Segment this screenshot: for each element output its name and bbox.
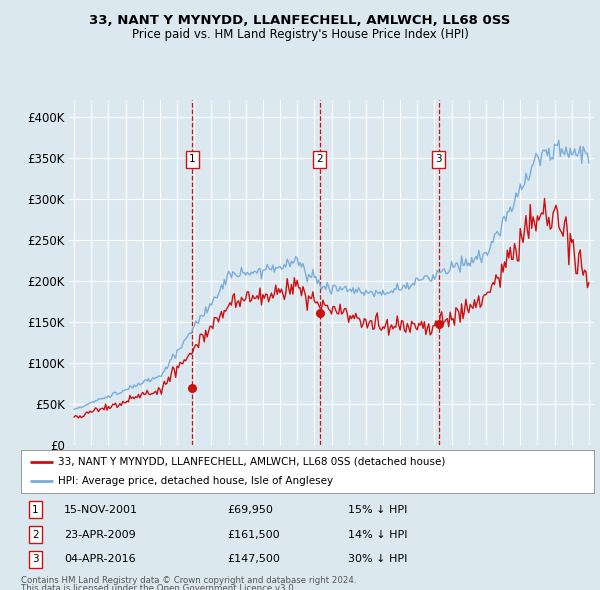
- Text: £161,500: £161,500: [227, 530, 280, 539]
- Text: 2: 2: [316, 155, 323, 165]
- Text: 15% ↓ HPI: 15% ↓ HPI: [347, 504, 407, 514]
- Text: 1: 1: [32, 504, 38, 514]
- Text: 14% ↓ HPI: 14% ↓ HPI: [347, 530, 407, 539]
- Text: 30% ↓ HPI: 30% ↓ HPI: [347, 555, 407, 565]
- Text: Price paid vs. HM Land Registry's House Price Index (HPI): Price paid vs. HM Land Registry's House …: [131, 28, 469, 41]
- Text: 04-APR-2016: 04-APR-2016: [64, 555, 136, 565]
- Text: 33, NANT Y MYNYDD, LLANFECHELL, AMLWCH, LL68 0SS: 33, NANT Y MYNYDD, LLANFECHELL, AMLWCH, …: [89, 14, 511, 27]
- Text: 15-NOV-2001: 15-NOV-2001: [64, 504, 138, 514]
- Text: 2: 2: [32, 530, 38, 539]
- Text: Contains HM Land Registry data © Crown copyright and database right 2024.: Contains HM Land Registry data © Crown c…: [21, 576, 356, 585]
- Text: 33, NANT Y MYNYDD, LLANFECHELL, AMLWCH, LL68 0SS (detached house): 33, NANT Y MYNYDD, LLANFECHELL, AMLWCH, …: [58, 457, 446, 467]
- Text: 1: 1: [189, 155, 196, 165]
- Text: £69,950: £69,950: [227, 504, 273, 514]
- Text: This data is licensed under the Open Government Licence v3.0.: This data is licensed under the Open Gov…: [21, 584, 296, 590]
- Text: 3: 3: [32, 555, 38, 565]
- Text: HPI: Average price, detached house, Isle of Anglesey: HPI: Average price, detached house, Isle…: [58, 476, 334, 486]
- Text: £147,500: £147,500: [227, 555, 280, 565]
- Text: 3: 3: [436, 155, 442, 165]
- Text: 23-APR-2009: 23-APR-2009: [64, 530, 136, 539]
